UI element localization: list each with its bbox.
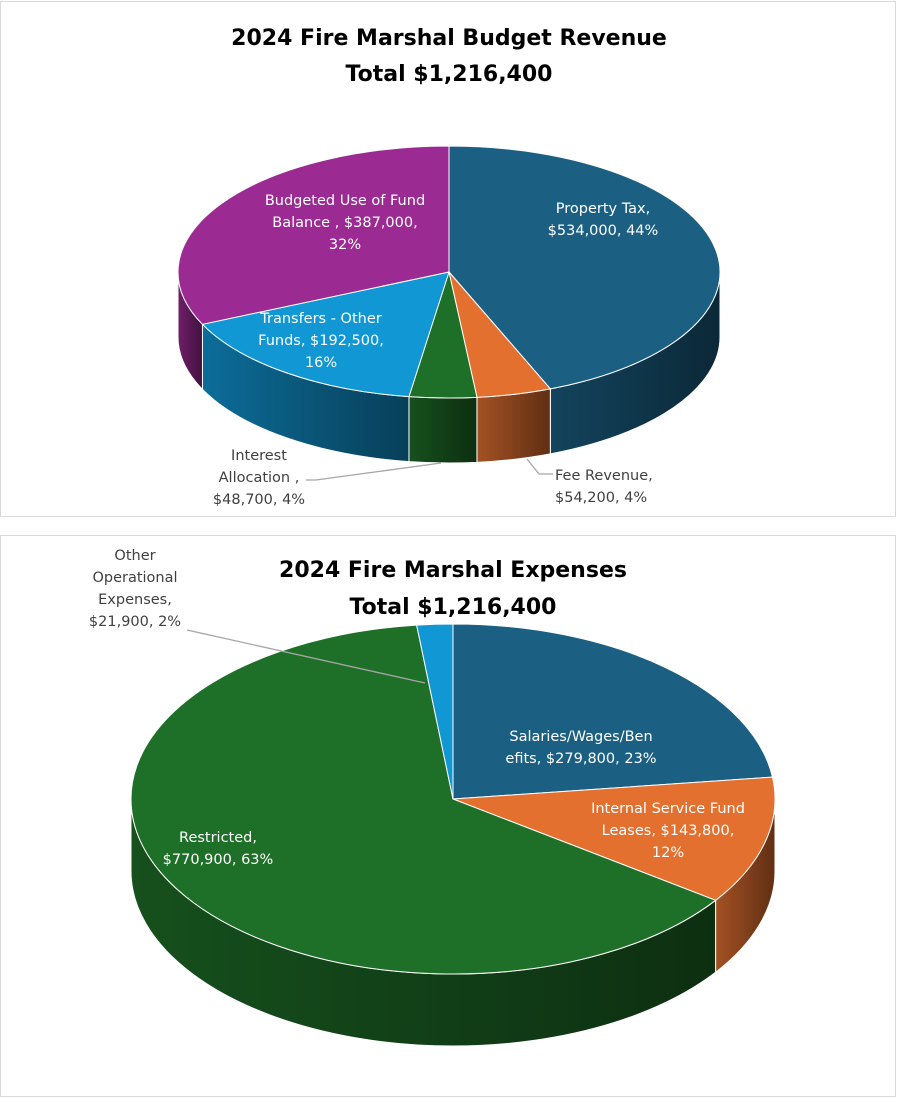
- expenses-chart-subtitle: Total $1,216,400: [350, 595, 557, 620]
- expenses-chart-panel: Salaries/Wages/Ben efits, $279,800, 23% In…: [0, 535, 896, 1097]
- revenue-chart-panel: Property Tax, $534,000, 44% Fee Revenue, $5…: [0, 1, 896, 517]
- data-label-other-operational-expenses: Other Operational Expenses, $21,900, 2%: [89, 548, 181, 630]
- pie-side-fee-revenue: [476, 388, 551, 463]
- pie-slice-salaries-wages-benefits: [452, 623, 774, 800]
- data-label-transfers-other-funds: Transfers - Other Funds, $192,500, 16%: [258, 311, 384, 371]
- pie-slice-internal-service-fund-leases: [452, 776, 776, 901]
- data-label-fee-revenue: Fee Revenue, $54,200, 4%: [555, 468, 653, 506]
- pie-slice-budgeted-use-of-fund-balance: [177, 145, 450, 325]
- revenue-pie-chart: Property Tax, $534,000, 44% Fee Revenue, $5…: [177, 26, 721, 508]
- revenue-chart-subtitle: Total $1,216,400: [346, 62, 553, 87]
- data-label-salaries-wages-benefits: Salaries/Wages/Ben efits, $279,800, 23%: [505, 729, 656, 767]
- expenses-chart-title: 2024 Fire Marshal Expenses: [279, 558, 627, 583]
- expenses-pie-chart: Salaries/Wages/Ben efits, $279,800, 23% In…: [89, 548, 776, 1047]
- pie-slice-transfers-other-funds: [201, 271, 450, 398]
- data-label-internal-service-fund-leases: Internal Service Fund Leases, $143,800, 12…: [591, 801, 745, 861]
- pie-slice-restricted: [130, 624, 717, 975]
- leader-line-other-operational-expenses: [186, 629, 426, 684]
- data-label-interest-allocation: Interest Allocation , $48,700, 4%: [213, 448, 305, 508]
- data-label-budgeted-use-of-fund-balance: Budgeted Use of Fund Balance , $387,000, 3…: [265, 193, 425, 253]
- revenue-chart-title: 2024 Fire Marshal Budget Revenue: [231, 26, 667, 51]
- leader-line-interest-allocation: [306, 462, 442, 481]
- pie-slice-property-tax: [448, 145, 721, 390]
- leader-line-fee-revenue: [526, 458, 553, 475]
- pie-slice-other-operational-expenses: [416, 623, 454, 800]
- pie-side-interest-allocation: [408, 396, 478, 464]
- data-label-property-tax: Property Tax, $534,000, 44%: [548, 201, 659, 239]
- data-label-restricted: Restricted, $770,900, 63%: [163, 830, 274, 868]
